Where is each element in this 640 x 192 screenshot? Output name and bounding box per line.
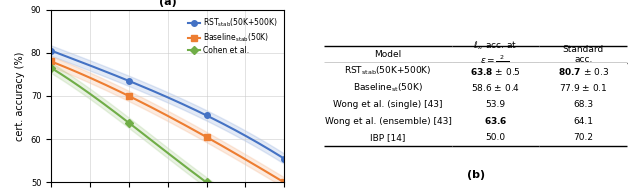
Title: (a): (a) [159, 0, 177, 7]
Y-axis label: cert. accuracy (%): cert. accuracy (%) [15, 51, 26, 141]
Legend: RST$_{\mathrm{stab}}$(50K+500K), Baseline$_{\mathrm{stab}}$(50K), Cohen et al.: RST$_{\mathrm{stab}}$(50K+500K), Baselin… [185, 13, 280, 58]
Title: (b): (b) [467, 170, 485, 180]
